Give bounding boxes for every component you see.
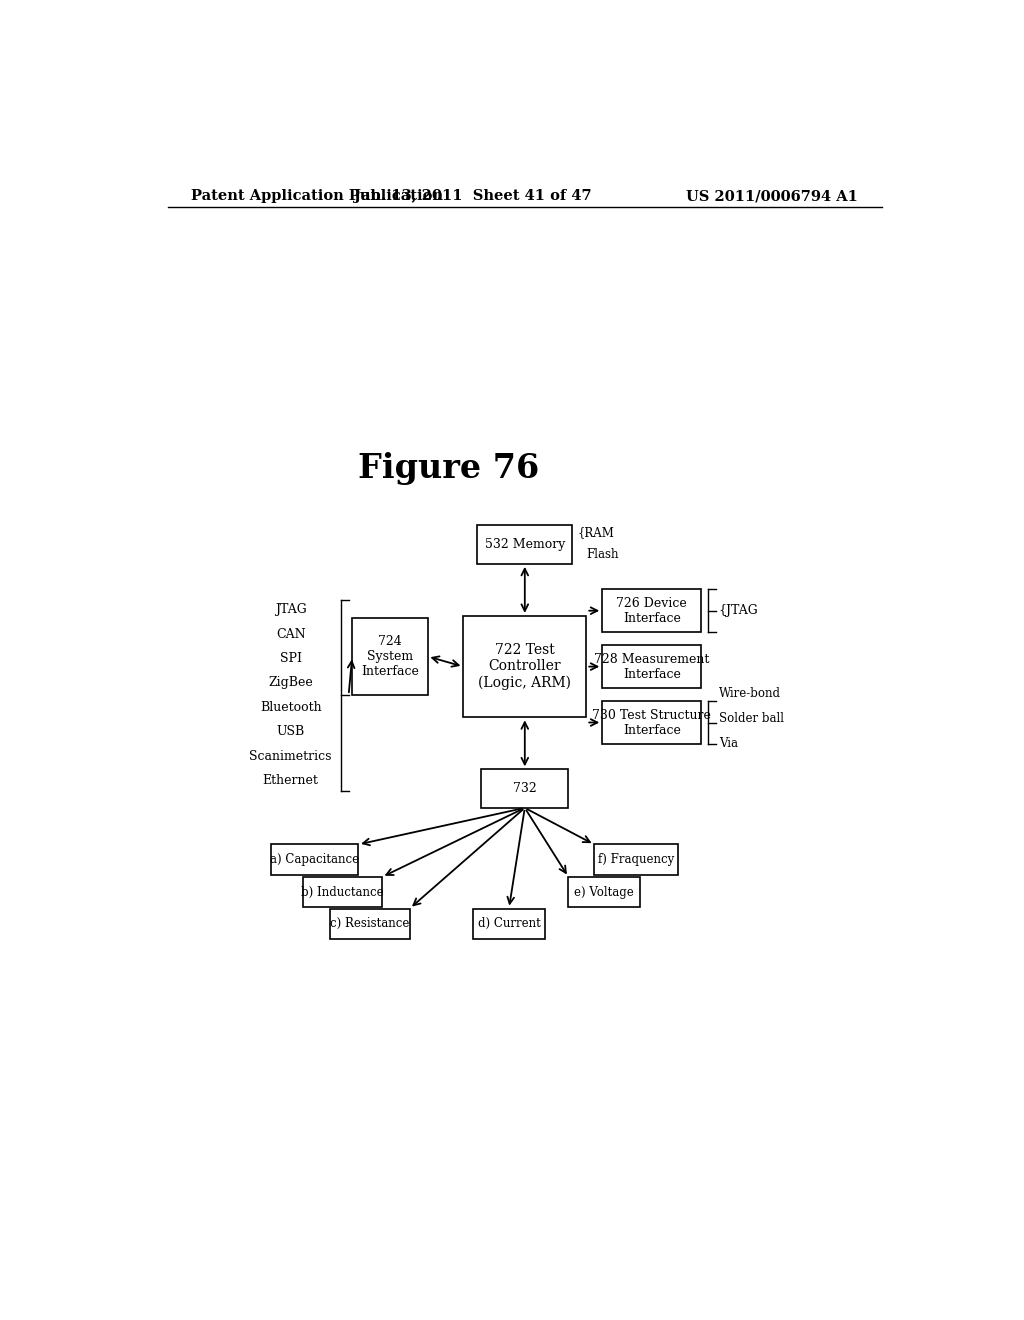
Text: Patent Application Publication: Patent Application Publication — [191, 189, 443, 203]
Text: e) Voltage: e) Voltage — [574, 886, 634, 899]
Text: 728 Measurement
Interface: 728 Measurement Interface — [594, 652, 710, 681]
FancyBboxPatch shape — [602, 701, 701, 744]
Text: Bluetooth: Bluetooth — [260, 701, 322, 714]
Text: Wire-bond: Wire-bond — [719, 686, 781, 700]
Text: 532 Memory: 532 Memory — [484, 539, 565, 552]
Text: c) Resistance: c) Resistance — [331, 917, 410, 931]
FancyBboxPatch shape — [481, 770, 568, 808]
FancyBboxPatch shape — [473, 908, 545, 939]
Text: 732: 732 — [513, 781, 537, 795]
FancyBboxPatch shape — [303, 876, 382, 907]
FancyBboxPatch shape — [352, 618, 428, 694]
FancyBboxPatch shape — [568, 876, 640, 907]
Text: CAN: CAN — [275, 627, 305, 640]
Text: 730 Test Structure
Interface: 730 Test Structure Interface — [592, 709, 712, 737]
FancyBboxPatch shape — [594, 845, 678, 875]
Text: Ethernet: Ethernet — [263, 774, 318, 787]
FancyBboxPatch shape — [602, 645, 701, 688]
Text: 726 Device
Interface: 726 Device Interface — [616, 597, 687, 624]
FancyBboxPatch shape — [602, 589, 701, 632]
Text: USB: USB — [276, 725, 305, 738]
Text: d) Current: d) Current — [477, 917, 541, 931]
FancyBboxPatch shape — [331, 908, 410, 939]
Text: 724
System
Interface: 724 System Interface — [360, 635, 419, 678]
FancyBboxPatch shape — [270, 845, 358, 875]
Text: Flash: Flash — [587, 548, 620, 561]
Text: Scanimetrics: Scanimetrics — [250, 750, 332, 763]
FancyBboxPatch shape — [477, 525, 572, 564]
Text: ZigBee: ZigBee — [268, 676, 313, 689]
Text: Jan. 13, 2011  Sheet 41 of 47: Jan. 13, 2011 Sheet 41 of 47 — [354, 189, 592, 203]
Text: f) Fraquency: f) Fraquency — [598, 853, 674, 866]
FancyBboxPatch shape — [463, 615, 587, 718]
Text: b) Inductance: b) Inductance — [301, 886, 384, 899]
Text: JTAG: JTAG — [274, 603, 306, 616]
Text: {JTAG: {JTAG — [719, 605, 759, 618]
Text: SPI: SPI — [280, 652, 302, 665]
Text: US 2011/0006794 A1: US 2011/0006794 A1 — [686, 189, 858, 203]
Text: {RAM: {RAM — [578, 525, 614, 539]
Text: Figure 76: Figure 76 — [358, 451, 540, 484]
Text: a) Capacitance: a) Capacitance — [270, 853, 359, 866]
Text: Via: Via — [719, 738, 738, 750]
Text: 722 Test
Controller
(Logic, ARM): 722 Test Controller (Logic, ARM) — [478, 643, 571, 690]
Text: Solder ball: Solder ball — [719, 711, 783, 725]
